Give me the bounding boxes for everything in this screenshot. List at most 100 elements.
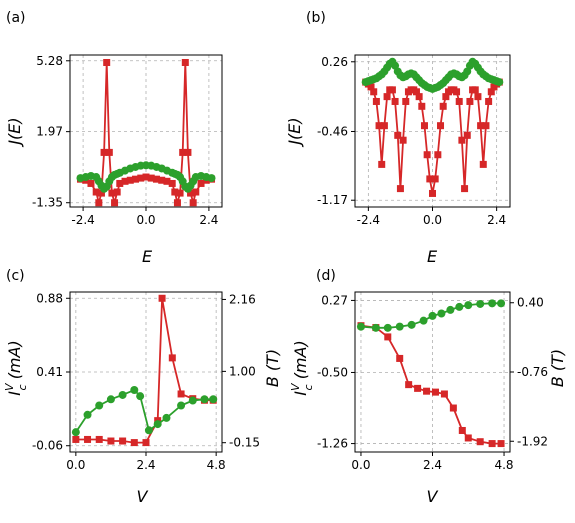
panel-a-red-point [121,177,129,185]
panel-c-red-point [142,439,150,447]
panel-b-red-point [412,88,420,96]
panel-c-ytick-right-label: 1.00 [229,364,256,378]
panel-b-red-point [485,97,493,105]
panel-c-green-point [144,426,153,435]
panel-a-red-point [184,148,192,156]
panel-a-red-point [192,188,200,196]
panel-a-red-point [163,177,171,185]
panel-c-ylabel-sup: V [3,382,16,391]
panel-a-red-point [158,176,166,184]
panel-a-red-point [105,148,113,156]
panel-b-ylabel: J(E) [285,117,304,147]
panel-a-red-point [126,176,134,184]
panel-c-green-point [95,401,104,410]
panel-b-red-point [388,86,396,94]
panel-c-xtick-label: 4.8 [207,458,226,472]
panel-b-ytick-label: 0.26 [321,55,348,69]
panel-d-green-point [395,322,404,331]
panel-d-green-point [437,309,446,318]
panel-b-red-point [372,97,380,105]
panel-b-red-point [367,83,375,91]
panel-d-red-point [414,384,422,392]
panel-b-red-point [477,122,485,130]
panel-c: (c) 0.0 2.4 4.8-0.060.410.88-0.151.002.16 … [3,268,282,506]
panel-b-ytick-label: -0.46 [317,124,348,138]
panel-c-red-point [72,435,80,443]
panel-c-green-point [200,395,209,404]
panel-d-ytick-label: 0.27 [321,293,348,307]
panel-c-green-point [153,420,162,429]
panel-b: (b) -2.4 0.0 2.4 -1.17 -0.46 0.26 E J(E) [285,10,511,266]
panel-c-green-point [106,395,115,404]
panel-d-series-red-line [360,324,502,445]
panel-b-xtick-label: -2.4 [357,213,380,227]
panel-d-red-point [440,390,448,398]
panel-b-label: (b) [306,10,326,26]
panel-d-ylabel: IVc (mA) [289,340,315,395]
panel-b-red-point [415,93,423,101]
panel-c-ylabel-unit: (mA) [5,340,24,384]
panel-b-red-point [461,185,469,193]
panel-d-green-point [497,299,506,308]
panel-b-red-point [423,151,431,159]
panel-b-red-point [437,122,445,130]
panel-a-xlabel: E [142,247,153,266]
panel-d-red-point [458,426,466,434]
panel-d-red-point [476,438,484,446]
panel-b-red-point [378,160,386,168]
panel-b-red-point [439,102,447,110]
panel-b-red-point [383,93,391,101]
panel-b-red-point [426,175,434,183]
panel-b-red-point [391,97,399,105]
panel-c-xtick-label: 2.4 [136,458,155,472]
panel-a-red-point [103,58,111,66]
panel-a-green-point [207,174,216,183]
panel-a-xtick-label: 2.4 [199,213,218,227]
panel-b-red-point [453,88,461,96]
panel-a-red-point [152,175,160,183]
panel-d-label: (d) [316,268,336,284]
panel-b-red-point [463,131,471,139]
panel-a-ylabel: J(E) [5,117,24,147]
panel-b-xlabel: E [427,247,438,266]
panel-b-red-point [479,160,487,168]
panel-a-red-point [100,148,108,156]
panel-d-ytick-label: -0.50 [317,365,348,379]
panel-d-red-point [396,354,404,362]
panel-c-red-point [130,439,138,447]
panel-a-red-point [176,189,184,197]
panel-b-xtick-label: 2.4 [487,213,506,227]
panel-d-green-point [407,320,416,329]
panel-c-ylabel-sub: c [16,384,29,390]
panel-b-red-point [429,189,436,197]
panel-b-red-point [380,122,388,130]
panel-d-green-point [371,323,380,332]
panel-c-ytick-label: -0.06 [32,439,63,453]
panel-b-xtick-label: 0.0 [423,213,442,227]
panel-a-red-point [168,179,176,187]
panel-d-xtick-label: 4.8 [494,458,513,472]
panel-c-ylabel: IVc (mA) [3,340,29,395]
panel-d-red-point [431,388,439,396]
panel-a-red-point [181,58,189,66]
panel-c-green-point [209,395,218,404]
panel-c-green-point [177,401,186,410]
panel-c-ytick-right-label: -0.15 [229,436,260,450]
panel-a: (a) -2.4 0.0 2.4 -1.35 1.97 5.28 E J(E) [5,10,223,266]
panel-b-red-point [455,97,463,105]
panel-a-label: (a) [6,10,26,26]
panel-a-red-point [197,179,205,187]
panel-b-red-point [418,102,426,110]
panel-b-red-point [402,97,410,105]
panel-c-green-point [188,396,197,405]
panel-d-red-point [405,381,413,389]
panel-a-red-point [179,148,187,156]
panel-d-green-point [419,316,428,325]
panel-c-red-point [84,435,92,443]
panel-d-ytick-right-label: -0.76 [517,365,548,379]
panel-b-red-point [394,131,402,139]
panel-c-green-point [162,413,171,422]
panel-d-xlabel: V [427,487,439,506]
panel-d-green-point [464,301,473,310]
